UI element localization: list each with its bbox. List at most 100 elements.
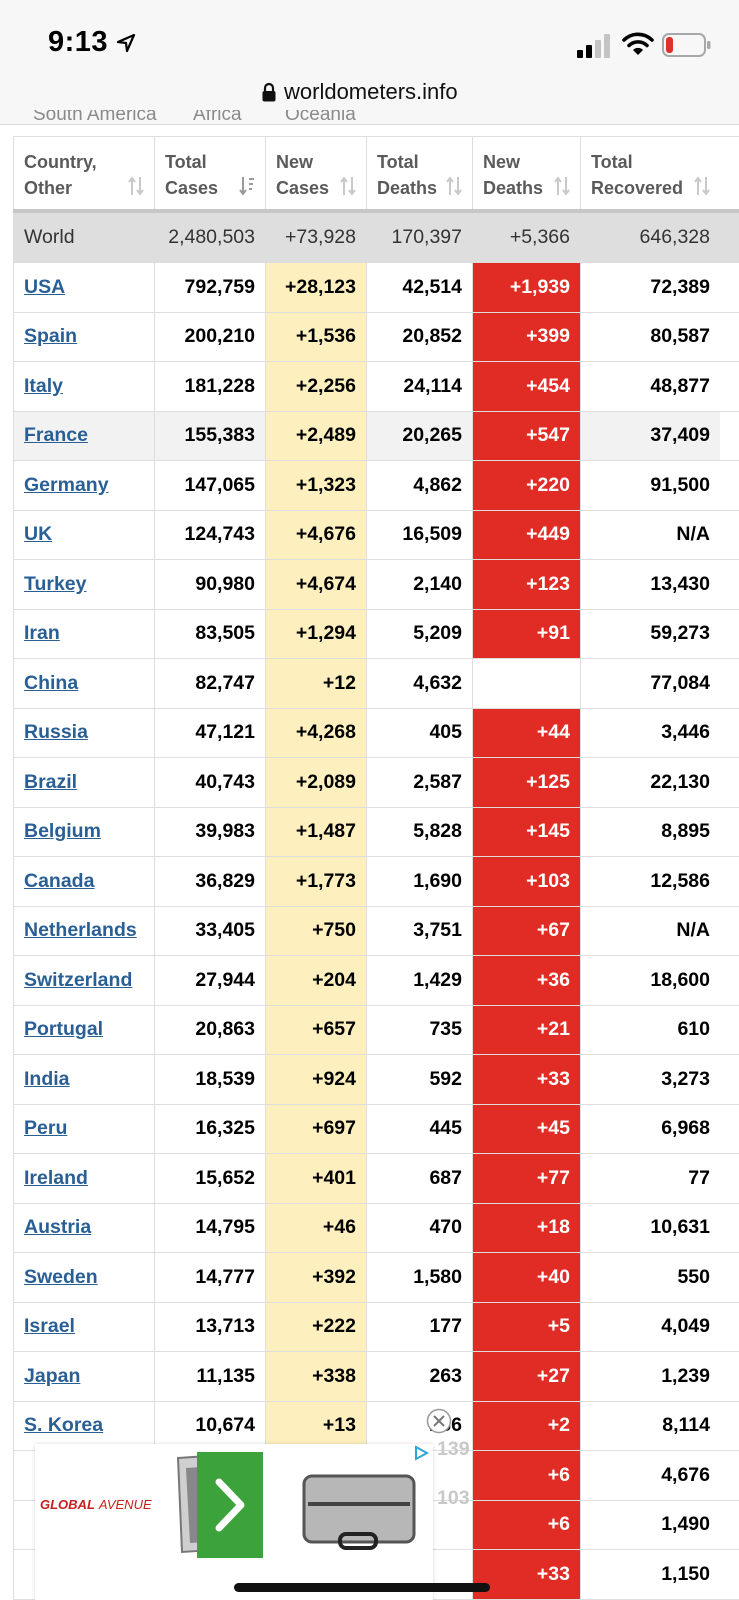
home-indicator[interactable] (234, 1583, 490, 1592)
table-row: Germany 147,065 +1,323 4,862 +220 91,500 (13, 461, 739, 511)
country-link[interactable]: Italy (24, 374, 64, 397)
country-link[interactable]: Russia (24, 721, 88, 744)
cell-country[interactable]: Germany (13, 461, 154, 510)
country-link[interactable]: Switzerland (24, 968, 133, 991)
cell-country[interactable]: Ireland (13, 1154, 154, 1203)
cell-country[interactable]: India (13, 1055, 154, 1104)
cell-country[interactable]: Iran (13, 609, 154, 658)
cell-country[interactable]: France (13, 411, 154, 460)
country-link[interactable]: Japan (24, 1364, 81, 1387)
cell-new-deaths: +6 (472, 1451, 580, 1500)
cell-country[interactable]: Japan (13, 1352, 154, 1401)
cell-total-recovered: 1,239 (580, 1352, 720, 1401)
country-link[interactable]: UK (24, 523, 53, 546)
status-bar: 9:13 (0, 0, 739, 70)
cell-country[interactable]: UK (13, 510, 154, 559)
cell-new-deaths: +454 (472, 362, 580, 411)
ad-close-icon[interactable] (426, 1408, 452, 1434)
cell-country[interactable]: Israel (13, 1302, 154, 1351)
tab-africa[interactable]: Africa (193, 110, 242, 124)
cell-new-cases: +924 (265, 1055, 366, 1104)
country-link[interactable]: Spain (24, 325, 78, 348)
table-row: Israel 13,713 +222 177 +5 4,049 (13, 1302, 739, 1352)
cell-total-deaths: 405 (366, 708, 472, 757)
cell-country[interactable]: Russia (13, 708, 154, 757)
tab-oceania[interactable]: Oceania (285, 110, 356, 124)
country-link[interactable]: Canada (24, 869, 95, 892)
cell-total-recovered: 59,273 (580, 609, 720, 658)
country-link[interactable]: Peru (24, 1117, 68, 1140)
cell-total-recovered: 22,130 (580, 758, 720, 807)
country-link[interactable]: Brazil (24, 770, 78, 793)
country-link[interactable]: Austria (24, 1216, 92, 1239)
cell-new-deaths: +5 (472, 1302, 580, 1351)
cell-country[interactable]: Switzerland (13, 956, 154, 1005)
ad-brand-logo[interactable]: GLOBAL AVENUE (40, 1497, 152, 1512)
cell-country[interactable]: Peru (13, 1104, 154, 1153)
ad-next-button[interactable] (197, 1452, 263, 1558)
cell-country[interactable]: Netherlands (13, 906, 154, 955)
cell-total-cases: 13,713 (154, 1302, 265, 1351)
country-link[interactable]: France (24, 424, 88, 447)
header-total-recovered[interactable]: Total Recovered (580, 137, 720, 209)
country-link[interactable]: India (24, 1067, 70, 1090)
region-tabs: South America Africa Oceania (0, 110, 739, 124)
cell-total-cases: 792,759 (154, 263, 265, 312)
header-new-cases[interactable]: New Cases (265, 137, 366, 209)
cell-country[interactable]: Brazil (13, 758, 154, 807)
cell-country[interactable]: China (13, 659, 154, 708)
cell-country[interactable] (13, 1500, 154, 1549)
cell-country[interactable]: Belgium (13, 807, 154, 856)
url-text[interactable]: worldometers.info (284, 79, 458, 104)
briefcase-image (302, 1474, 416, 1550)
country-link[interactable]: Germany (24, 473, 109, 496)
table-row: USA 792,759 +28,123 42,514 +1,939 72,389 (13, 263, 739, 313)
tab-south-america[interactable]: South America (33, 110, 157, 124)
cell-country[interactable]: USA (13, 263, 154, 312)
cell-new-deaths: +1,939 (472, 263, 580, 312)
ad-choices-icon[interactable] (412, 1444, 430, 1462)
header-new-deaths[interactable]: New Deaths (472, 137, 580, 209)
header-country[interactable]: Country, Other (13, 137, 154, 209)
country-link[interactable]: Sweden (24, 1265, 98, 1288)
country-link[interactable]: Netherlands (24, 919, 137, 942)
cell-new-deaths: +18 (472, 1203, 580, 1252)
country-link[interactable]: Belgium (24, 820, 101, 843)
cell-new-cases: +338 (265, 1352, 366, 1401)
cell-new-cases: +12 (265, 659, 366, 708)
country-link[interactable]: S. Korea (24, 1414, 104, 1437)
browser-url-bar[interactable]: worldometers.info (0, 70, 739, 125)
table-row: Spain 200,210 +1,536 20,852 +399 80,587 (13, 312, 739, 362)
cell-total-recovered: 6,968 (580, 1104, 720, 1153)
cell-total-cases: 36,829 (154, 857, 265, 906)
cell-country[interactable] (13, 1451, 154, 1500)
header-total-cases[interactable]: Total Cases (154, 137, 265, 209)
country-link[interactable]: Turkey (24, 572, 87, 595)
country-link[interactable]: China (24, 671, 79, 694)
cell-new-cases: +28,123 (265, 263, 366, 312)
cell-country[interactable]: Canada (13, 857, 154, 906)
country-link[interactable]: Ireland (24, 1166, 88, 1189)
table-row: Ireland 15,652 +401 687 +77 77 (13, 1154, 739, 1204)
cell-country[interactable] (13, 1550, 154, 1599)
cell-new-deaths: +27 (472, 1352, 580, 1401)
cell-country[interactable]: Turkey (13, 560, 154, 609)
cell-country[interactable]: Austria (13, 1203, 154, 1252)
cell-country[interactable]: Italy (13, 362, 154, 411)
cell-total-recovered: 48,877 (580, 362, 720, 411)
header-total-deaths[interactable]: Total Deaths (366, 137, 472, 209)
country-link[interactable]: Portugal (24, 1018, 104, 1041)
cell-country[interactable]: Spain (13, 312, 154, 361)
cell-country[interactable]: Portugal (13, 1005, 154, 1054)
country-link[interactable]: Iran (24, 622, 60, 645)
cell-country[interactable]: Sweden (13, 1253, 154, 1302)
country-link[interactable]: Israel (24, 1315, 75, 1338)
table-header-row: Country, Other Total Cases New Cases Tot… (13, 136, 739, 213)
cell-total-recovered: 550 (580, 1253, 720, 1302)
cell-country[interactable]: S. Korea (13, 1401, 154, 1450)
cell-new-deaths: +103 (472, 857, 580, 906)
cell-total-recovered: 4,676 (580, 1451, 720, 1500)
cell-total-cases: 15,652 (154, 1154, 265, 1203)
country-link[interactable]: USA (24, 275, 66, 298)
cell-new-cases: +1,323 (265, 461, 366, 510)
